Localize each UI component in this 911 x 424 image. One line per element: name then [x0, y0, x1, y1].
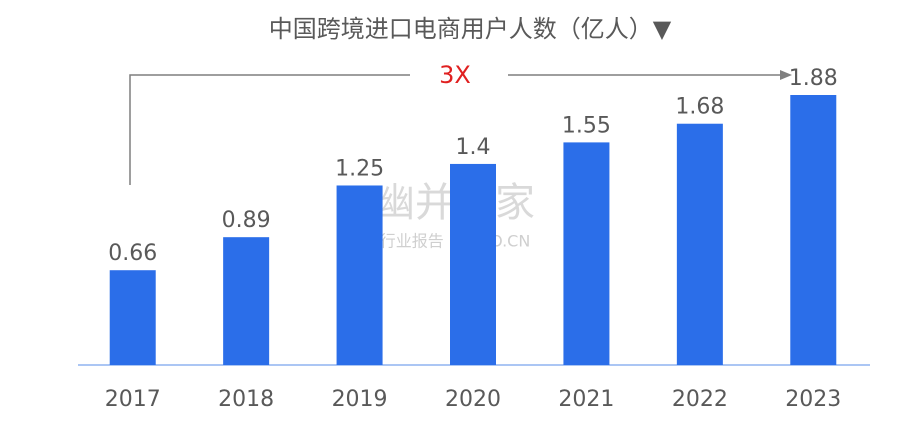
bar	[450, 163, 496, 365]
bar	[676, 123, 723, 365]
x-tick-label: 2017	[105, 387, 161, 412]
value-label: 1.68	[675, 95, 724, 120]
x-tick-label: 2021	[558, 387, 614, 412]
x-tick-label: 2018	[218, 387, 274, 412]
annotation: 3X	[439, 61, 471, 89]
value-label: 0.66	[108, 241, 157, 266]
growth-arrow	[129, 70, 792, 185]
bar	[790, 95, 837, 365]
bar	[563, 142, 610, 365]
bar	[336, 185, 383, 365]
bar	[109, 270, 156, 365]
x-tick-label: 2020	[445, 387, 501, 412]
arrow-line	[129, 74, 410, 185]
arrow-head	[780, 70, 792, 80]
value-label: 1.55	[562, 113, 611, 138]
value-label: 0.89	[222, 208, 271, 233]
x-tick-label: 2019	[332, 387, 388, 412]
bar	[223, 237, 270, 365]
x-tick-label: 2023	[785, 387, 841, 412]
value-label: 1.25	[335, 156, 384, 181]
x-tick-label: 2022	[672, 387, 728, 412]
chart-title: 中国跨境进口电商用户人数（亿人）▼	[269, 15, 672, 43]
value-label: 1.4	[456, 135, 491, 160]
value-label: 1.88	[789, 66, 838, 91]
